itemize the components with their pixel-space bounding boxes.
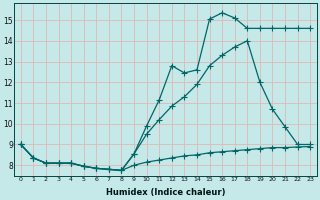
X-axis label: Humidex (Indice chaleur): Humidex (Indice chaleur) [106, 188, 225, 197]
